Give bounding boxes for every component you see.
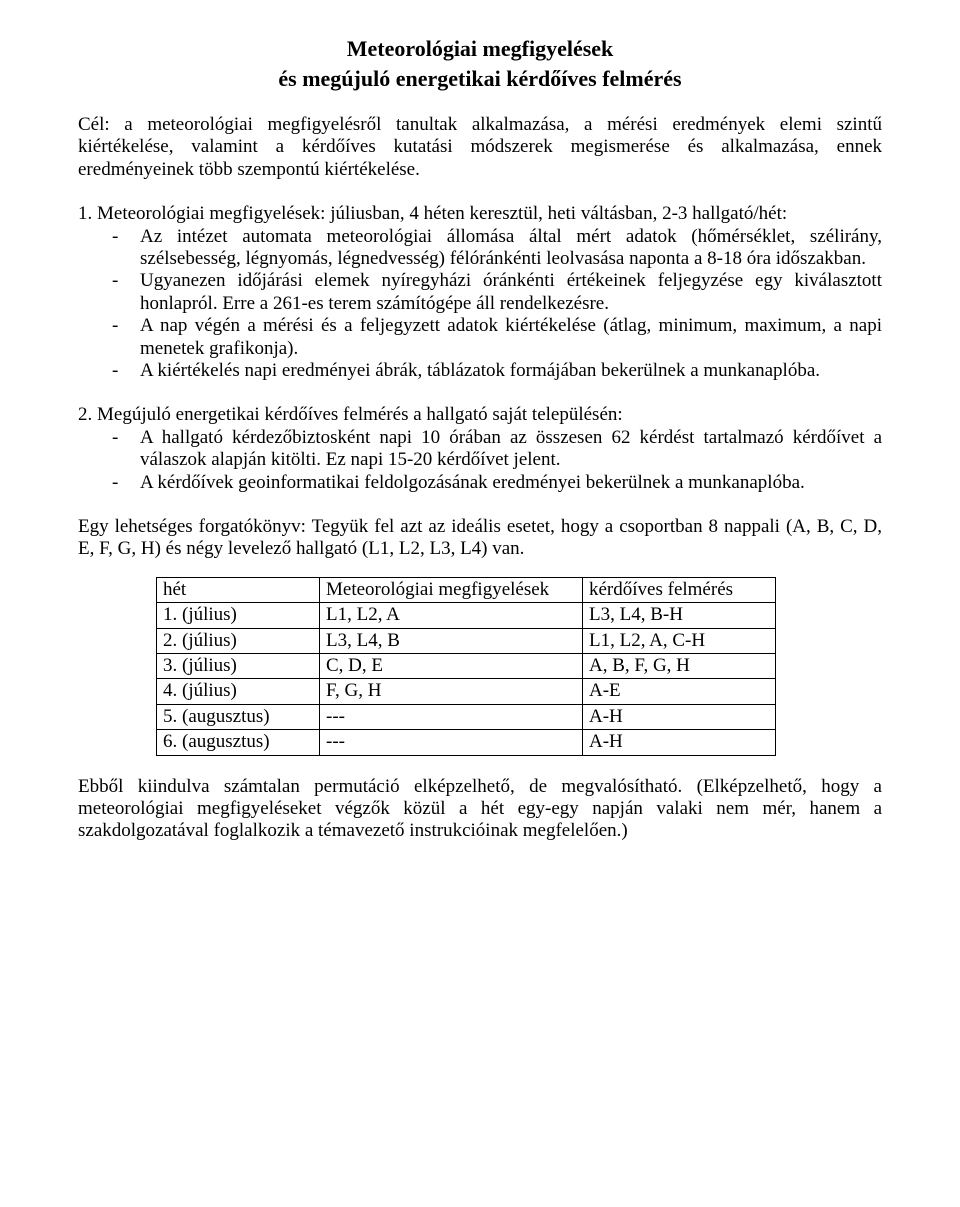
table-cell: 6. (augusztus) <box>157 730 320 755</box>
closing-paragraph: Ebből kiindulva számtalan permutáció elk… <box>78 776 882 843</box>
table-cell: L1, L2, A <box>320 603 583 628</box>
table-row: 3. (július) C, D, E A, B, F, G, H <box>157 654 776 679</box>
document-page: Meteorológiai megfigyelések és megújuló … <box>0 0 960 883</box>
table-cell: --- <box>320 704 583 729</box>
table-cell: F, G, H <box>320 679 583 704</box>
table-header-cell: hét <box>157 577 320 602</box>
list-item-text: A hallgató kérdezőbiztosként napi 10 órá… <box>140 427 882 470</box>
intro-paragraph: Cél: a meteorológiai megfigyelésről tanu… <box>78 114 882 181</box>
list-item-text: Ugyanezen időjárási elemek nyíregyházi ó… <box>140 270 882 313</box>
schedule-table: hét Meteorológiai megfigyelések kérdőíve… <box>156 577 776 756</box>
section-1-lead: 1. Meteorológiai megfigyelések: júliusba… <box>78 203 882 225</box>
table-cell: L3, L4, B-H <box>583 603 776 628</box>
table-header-cell: Meteorológiai megfigyelések <box>320 577 583 602</box>
table-row: 2. (július) L3, L4, B L1, L2, A, C-H <box>157 628 776 653</box>
list-item: -A hallgató kérdezőbiztosként napi 10 ór… <box>78 427 882 472</box>
list-item-text: A kiértékelés napi eredményei ábrák, táb… <box>140 360 820 381</box>
table-cell: L1, L2, A, C-H <box>583 628 776 653</box>
table-cell: --- <box>320 730 583 755</box>
table-cell: 5. (augusztus) <box>157 704 320 729</box>
section-2: 2. Megújuló energetikai kérdőíves felmér… <box>78 404 882 494</box>
list-item: -Ugyanezen időjárási elemek nyíregyházi … <box>78 270 882 315</box>
table-cell: 1. (július) <box>157 603 320 628</box>
list-item-text: A kérdőívek geoinformatikai feldolgozásá… <box>140 472 805 493</box>
list-item: -A nap végén a mérési és a feljegyzett a… <box>78 315 882 360</box>
table-cell: 3. (július) <box>157 654 320 679</box>
table-cell: A-H <box>583 730 776 755</box>
table-cell: 2. (július) <box>157 628 320 653</box>
table-cell: A, B, F, G, H <box>583 654 776 679</box>
table-header-row: hét Meteorológiai megfigyelések kérdőíve… <box>157 577 776 602</box>
scenario-paragraph: Egy lehetséges forgatókönyv: Tegyük fel … <box>78 516 882 561</box>
page-title: Meteorológiai megfigyelések <box>78 36 882 62</box>
list-item: -Az intézet automata meteorológiai állom… <box>78 226 882 271</box>
table-header-cell: kérdőíves felmérés <box>583 577 776 602</box>
table-row: 1. (július) L1, L2, A L3, L4, B-H <box>157 603 776 628</box>
list-item: -A kiértékelés napi eredményei ábrák, tá… <box>78 360 882 382</box>
table-row: 5. (augusztus) --- A-H <box>157 704 776 729</box>
table-cell: A-H <box>583 704 776 729</box>
page-subtitle: és megújuló energetikai kérdőíves felmér… <box>78 66 882 92</box>
table-cell: 4. (július) <box>157 679 320 704</box>
section-1: 1. Meteorológiai megfigyelések: júliusba… <box>78 203 882 382</box>
table-row: 4. (július) F, G, H A-E <box>157 679 776 704</box>
table-cell: C, D, E <box>320 654 583 679</box>
table-cell: A-E <box>583 679 776 704</box>
table-row: 6. (augusztus) --- A-H <box>157 730 776 755</box>
section-2-lead: 2. Megújuló energetikai kérdőíves felmér… <box>78 404 882 426</box>
list-item-text: A nap végén a mérési és a feljegyzett ad… <box>140 315 882 358</box>
table-cell: L3, L4, B <box>320 628 583 653</box>
list-item-text: Az intézet automata meteorológiai állomá… <box>140 226 882 269</box>
list-item: -A kérdőívek geoinformatikai feldolgozás… <box>78 472 882 494</box>
